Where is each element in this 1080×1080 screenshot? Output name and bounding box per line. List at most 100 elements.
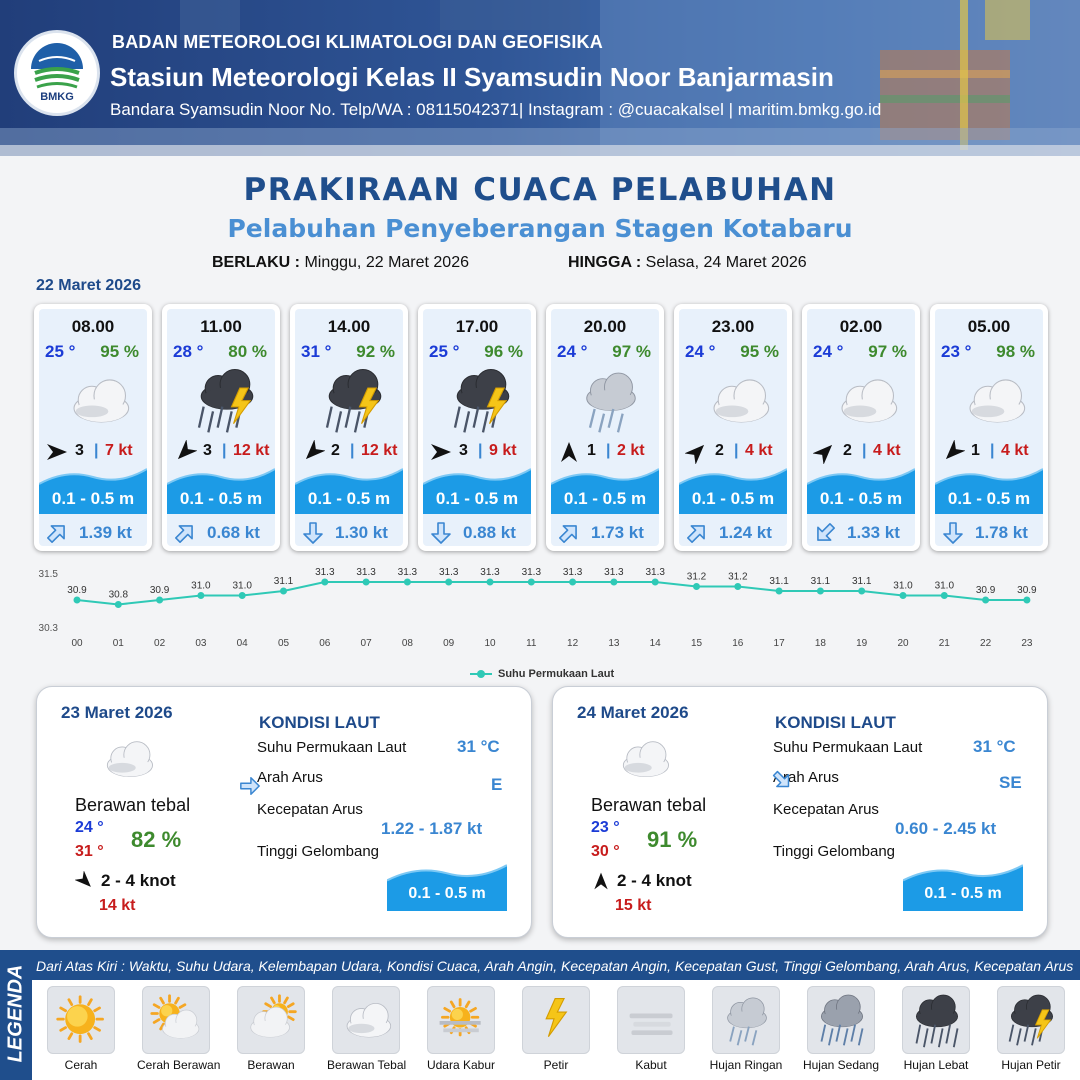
data-point — [940, 592, 948, 599]
x-tick-label: 11 — [526, 638, 537, 649]
hourly-card: 23.00 24 ° 95 % 2 | 4 kt 0.1 - 0.5 m 1.2… — [674, 304, 792, 551]
y-tick-label: 30.3 — [39, 623, 59, 634]
legend-icon-box — [522, 986, 590, 1054]
weather-icon — [59, 367, 139, 437]
wind-speed: 1 — [971, 442, 980, 459]
x-tick-label: 19 — [856, 638, 868, 649]
wave-icon — [806, 468, 916, 514]
legend-icon-box — [902, 986, 970, 1054]
berawan-tebal-icon — [713, 379, 770, 423]
valid-until-label: HINGGA : — [568, 254, 642, 271]
day-condition: Berawan tebal — [75, 795, 191, 815]
wind-speed: 2 — [331, 442, 340, 459]
current-direction-value: SE — [999, 773, 1022, 792]
humidity: 98 % — [996, 342, 1035, 361]
bmkg-emblem-icon — [31, 43, 83, 89]
wave-graphic — [934, 459, 1044, 514]
data-label: 30.9 — [976, 585, 996, 596]
wave-graphic — [294, 459, 404, 514]
data-label: 31.2 — [687, 572, 707, 583]
current-direction-arrow-icon — [687, 525, 705, 543]
day-wind-speed: 2 - 4 knot — [617, 871, 692, 890]
data-label: 31.3 — [522, 567, 542, 578]
forecast-time: 23.00 — [711, 317, 755, 336]
separator: | — [222, 442, 227, 459]
forecast-time: 14.00 — [327, 317, 371, 336]
data-label: 31.1 — [274, 576, 294, 587]
wave-icon — [166, 468, 276, 514]
air-temperature: 25 ° — [429, 342, 460, 361]
x-tick-label: 15 — [691, 638, 703, 649]
min-temperature: 24 ° — [75, 819, 104, 836]
weather-icon — [955, 367, 1035, 437]
station-name: Stasiun Meteorologi Kelas II Syamsudin N… — [110, 62, 834, 92]
berawan-tebal-icon — [73, 379, 130, 423]
hujan-petir-icon — [325, 369, 382, 433]
day1-date: 22 Maret 2026 — [36, 277, 141, 294]
wave-icon — [902, 864, 1024, 911]
data-label: 30.8 — [109, 590, 129, 601]
hourly-card: 17.00 25 ° 96 % 3 | 9 kt 0.1 - 0.5 m 0.8… — [418, 304, 536, 551]
x-tick-label: 07 — [361, 638, 373, 649]
wind-direction — [684, 440, 709, 465]
wave-icon — [294, 468, 404, 514]
wave-graphic — [550, 459, 660, 514]
separator: | — [734, 442, 739, 459]
daily-panel: 23 Maret 2026 Berawan tebal 24 ° 31 ° 82… — [36, 686, 532, 938]
sea-condition-title: KONDISI LAUT — [775, 713, 896, 732]
sst-value: 31 °C — [973, 737, 1016, 756]
wave-height: 0.1 - 0.5 m — [307, 489, 391, 508]
current-speed-value: 1.22 - 1.87 kt — [381, 819, 483, 838]
contact-info: Bandara Syamsudin Noor No. Telp/WA : 081… — [110, 100, 882, 119]
x-tick-label: 06 — [319, 638, 331, 649]
wave-height: 0.1 - 0.5 m — [51, 489, 135, 508]
wave-height: 0.1 - 0.5 m — [563, 489, 647, 508]
hourly-card: 14.00 31 ° 92 % 2 | 12 kt 0.1 - 0.5 m 1.… — [290, 304, 408, 551]
hourly-card: 08.00 25 ° 95 % 3 | 7 kt 0.1 - 0.5 m 1.3… — [34, 304, 152, 551]
current-direction — [813, 521, 837, 545]
gust-speed: 4 kt — [873, 442, 901, 459]
wind-direction-arrow-icon — [305, 439, 326, 460]
card-body: 23.00 24 ° 95 % 2 | 4 kt 0.1 - 0.5 m 1.2… — [678, 309, 788, 546]
gust-speed: 12 kt — [361, 442, 398, 459]
weather-icon — [315, 367, 395, 437]
x-tick-label: 02 — [154, 638, 166, 649]
data-label: 31.3 — [563, 567, 583, 578]
x-tick-label: 14 — [650, 638, 662, 649]
series-line — [76, 581, 1027, 606]
data-point — [362, 578, 370, 586]
wave-icon — [422, 468, 532, 514]
valid-from-value: Minggu, 22 Maret 2026 — [304, 254, 469, 271]
x-tick-label: 21 — [939, 638, 951, 649]
legend-item: Hujan Ringan — [707, 986, 785, 1072]
wave-icon — [934, 468, 1044, 514]
data-point — [775, 587, 783, 595]
air-temperature: 23 ° — [941, 342, 972, 361]
air-temperature: 25 ° — [45, 342, 76, 361]
current-direction — [685, 521, 709, 545]
daily-panel: 24 Maret 2026 Berawan tebal 23 ° 30 ° 91… — [552, 686, 1048, 938]
card-body: 14.00 31 ° 92 % 2 | 12 kt 0.1 - 0.5 m 1.… — [294, 309, 404, 546]
chart-legend: Suhu Permukaan Laut — [470, 668, 614, 680]
legend-label: Hujan Sedang — [802, 1058, 880, 1072]
wind-direction-arrow-icon — [431, 444, 451, 460]
max-temperature: 31 ° — [75, 843, 104, 860]
legend-icon-box — [712, 986, 780, 1054]
hourly-card: 05.00 23 ° 98 % 1 | 4 kt 0.1 - 0.5 m 1.7… — [930, 304, 1048, 551]
data-label: 31.0 — [232, 581, 252, 592]
sea-condition-title: KONDISI LAUT — [259, 713, 380, 732]
data-label: 31.1 — [811, 576, 831, 587]
x-tick-label: 23 — [1021, 638, 1033, 649]
wind-direction-arrow-icon — [945, 439, 966, 460]
sst-value: 31 °C — [457, 737, 500, 756]
wind-speed: 2 — [715, 442, 724, 459]
gust-speed: 4 kt — [745, 442, 773, 459]
sst-label: Suhu Permukaan Laut — [257, 739, 407, 756]
max-temperature: 30 ° — [591, 843, 620, 860]
separator: | — [990, 442, 995, 459]
kabut-icon — [629, 1013, 673, 1035]
legend-label: Berawan Tebal — [327, 1058, 407, 1072]
min-temperature: 23 ° — [591, 819, 620, 836]
wave-icon — [386, 864, 508, 911]
wind-direction — [557, 440, 581, 464]
